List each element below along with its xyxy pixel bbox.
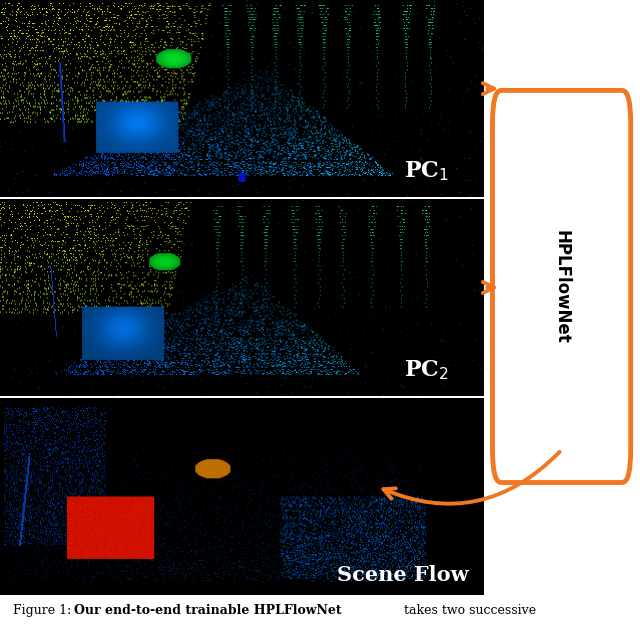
Text: PC$_1$: PC$_1$ — [404, 160, 449, 183]
Text: HPLFlowNet: HPLFlowNet — [552, 230, 571, 343]
Text: Figure 1:: Figure 1: — [13, 604, 75, 617]
Text: takes two successive: takes two successive — [400, 604, 536, 617]
Text: Our end-to-end trainable HPLFlowNet: Our end-to-end trainable HPLFlowNet — [74, 604, 341, 617]
Text: PC$_2$: PC$_2$ — [404, 359, 449, 382]
FancyBboxPatch shape — [493, 90, 631, 483]
Text: Scene Flow: Scene Flow — [337, 565, 468, 585]
